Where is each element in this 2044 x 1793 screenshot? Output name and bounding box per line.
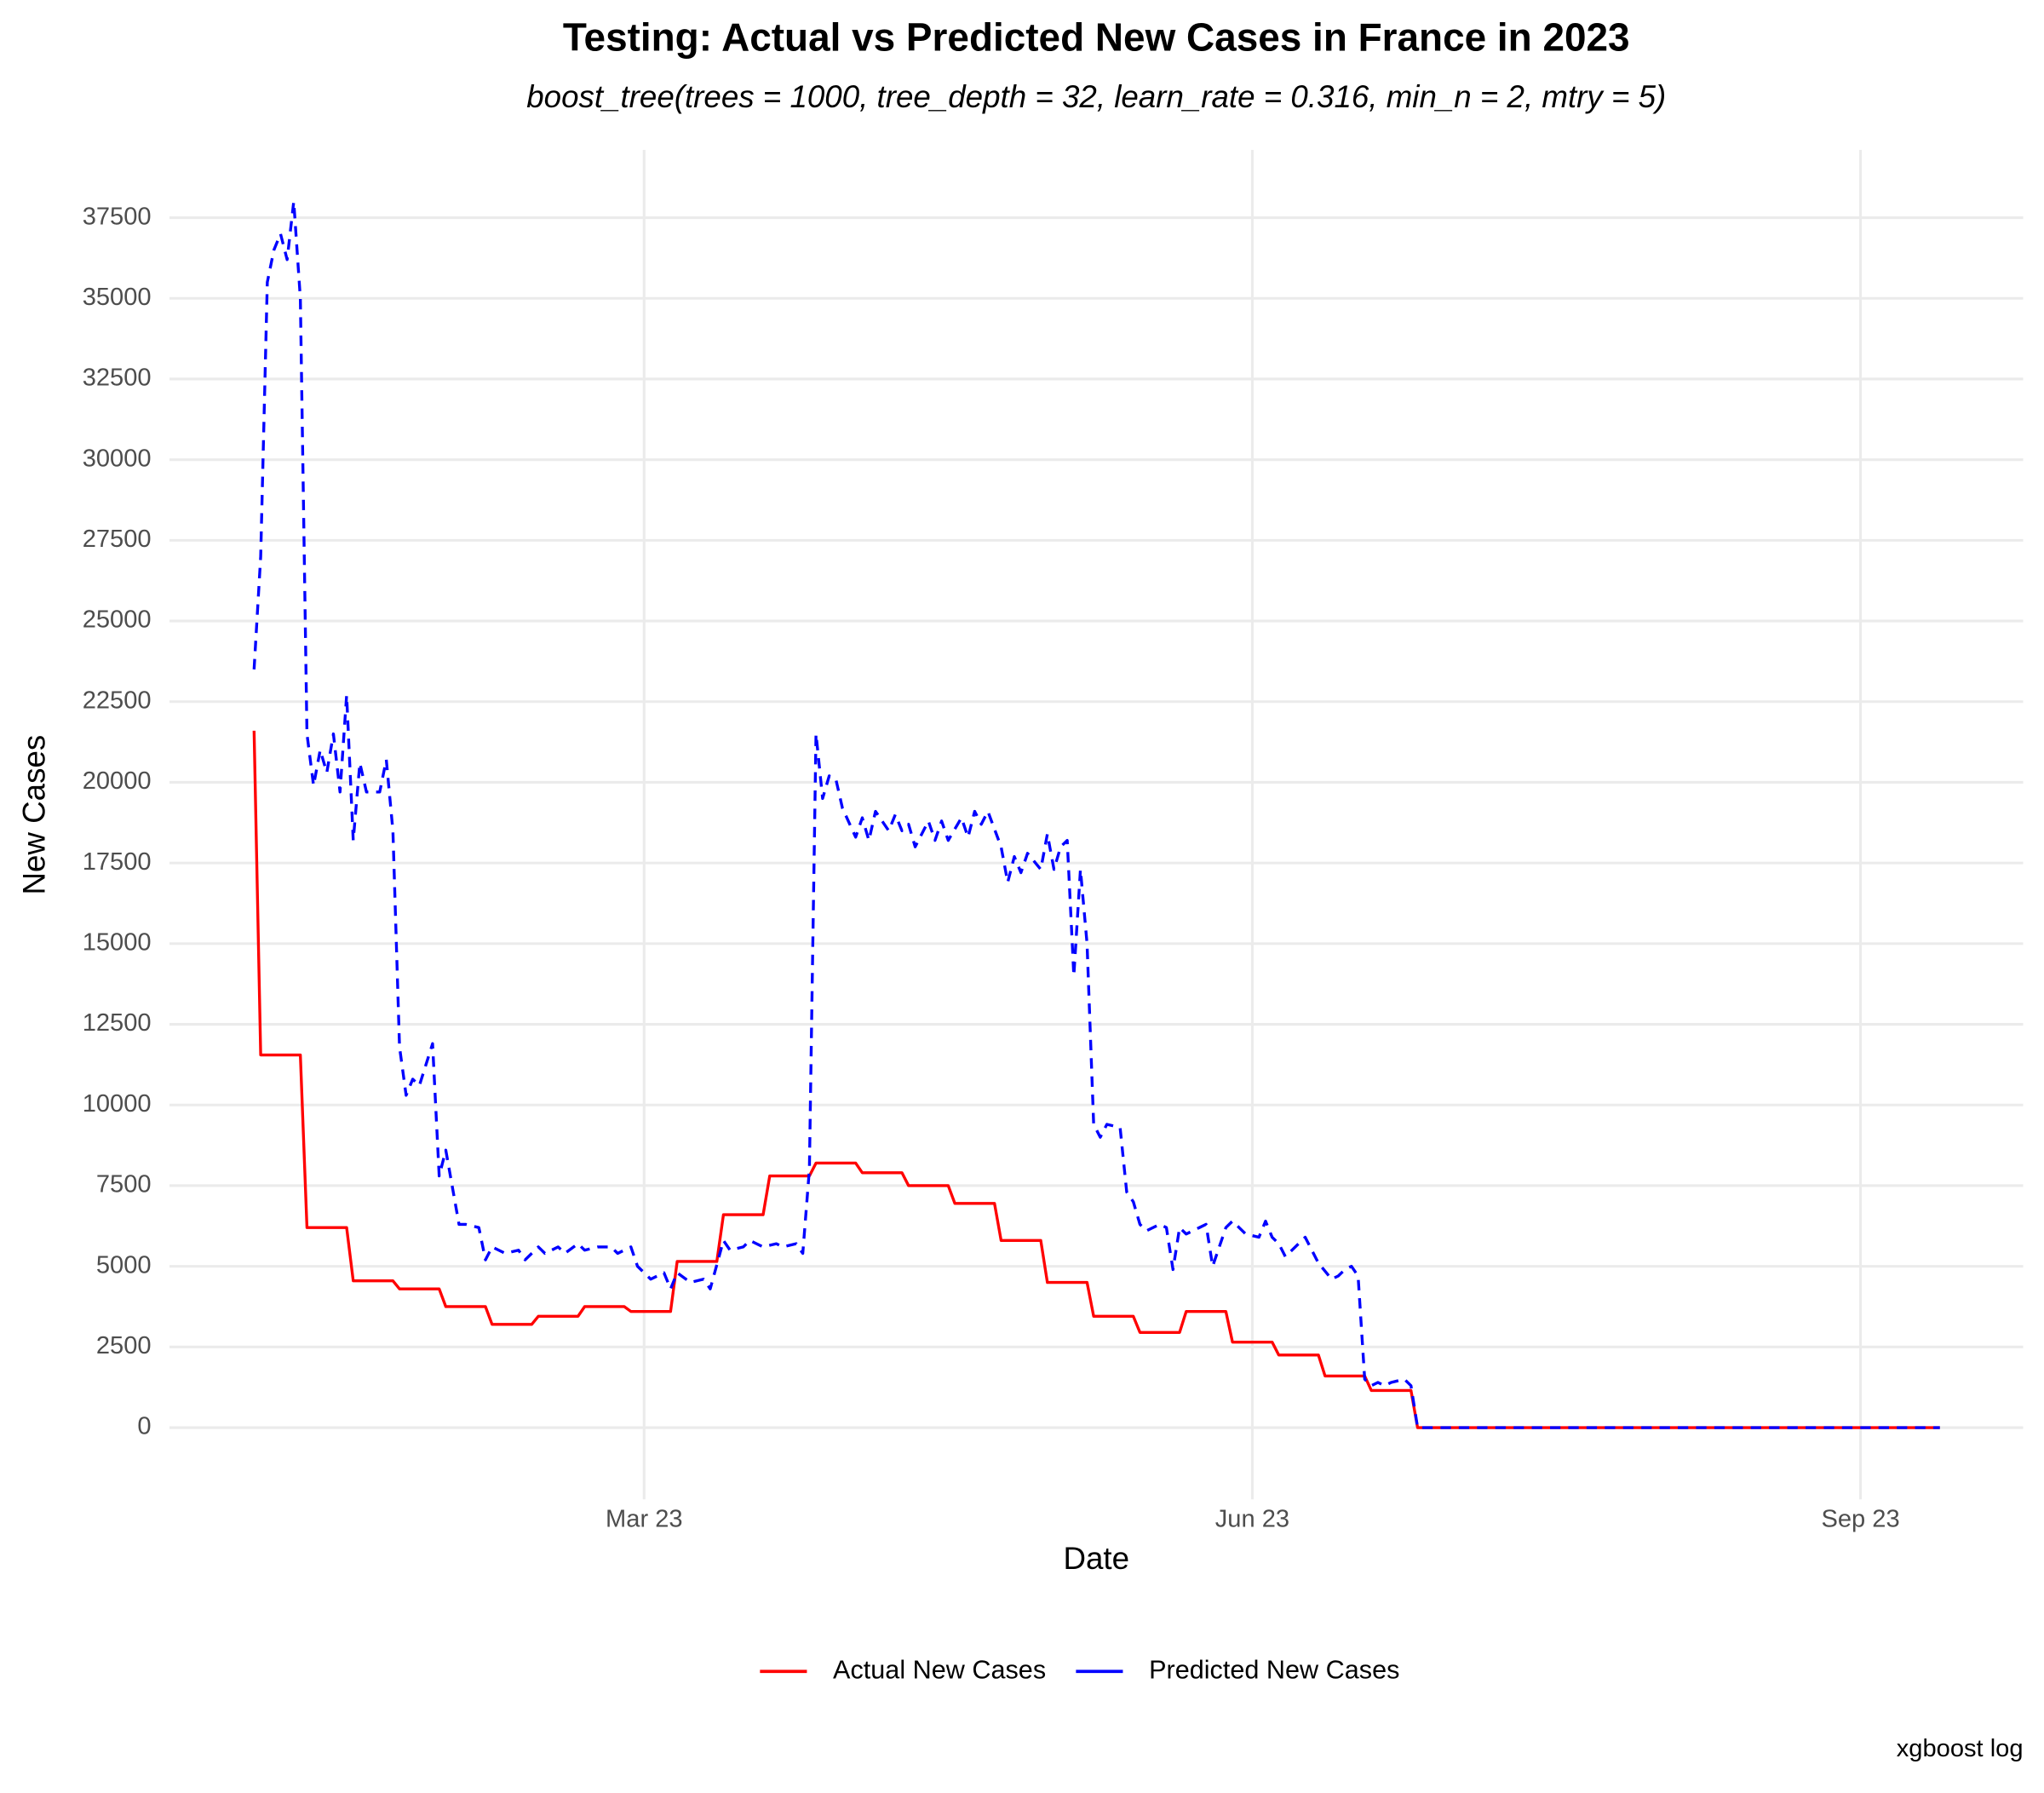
y-tick-label: 12500: [83, 1009, 152, 1037]
chart-subtitle: boost_tree(trees = 1000, tree_depth = 32…: [526, 79, 1666, 114]
series-line: [252, 199, 1940, 1429]
y-tick-label: 22500: [83, 687, 152, 714]
y-tick-label: 2500: [96, 1332, 152, 1359]
y-tick-label: 15000: [83, 929, 152, 957]
y-tick-label: 27500: [83, 526, 152, 553]
y-tick-label: 37500: [83, 203, 152, 230]
series-line: [252, 730, 1940, 1429]
y-tick-label: 30000: [83, 445, 152, 472]
y-tick-label: 32500: [83, 365, 152, 392]
y-tick-label: 20000: [83, 767, 152, 795]
y-tick-label: 35000: [83, 284, 152, 311]
caption: xgboost log: [1897, 1735, 2024, 1762]
y-tick-label: 17500: [83, 848, 152, 876]
y-tick-label: 7500: [96, 1171, 152, 1198]
y-tick-label: 25000: [83, 606, 152, 634]
x-tick-label: Sep 23: [1821, 1505, 1899, 1532]
y-tick-label: 0: [137, 1413, 151, 1440]
y-tick-label: 10000: [83, 1090, 152, 1118]
y-tick-label: 5000: [96, 1251, 152, 1279]
legend-label: Actual New Cases: [833, 1655, 1046, 1684]
x-tick-label: Mar 23: [606, 1505, 683, 1532]
y-axis-title: New Cases: [17, 735, 52, 895]
x-tick-label: Jun 23: [1215, 1505, 1289, 1532]
x-axis-title: Date: [1063, 1541, 1129, 1576]
legend-label: Predicted New Cases: [1149, 1655, 1399, 1684]
chart-title: Testing: Actual vs Predicted New Cases i…: [563, 15, 1630, 60]
